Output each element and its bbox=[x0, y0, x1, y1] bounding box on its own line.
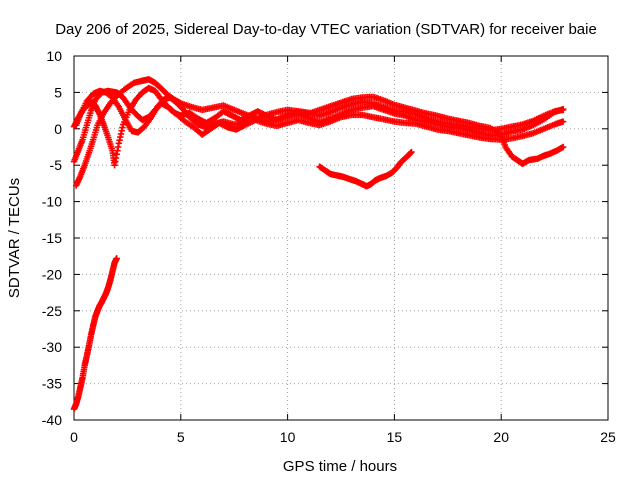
y-tick-label: -15 bbox=[42, 230, 62, 246]
y-tick-label: -10 bbox=[42, 194, 62, 210]
series-arc-late-low bbox=[316, 148, 415, 190]
x-tick-label: 10 bbox=[280, 429, 296, 445]
y-tick-label: 5 bbox=[54, 84, 62, 100]
y-tick-label: -20 bbox=[42, 266, 62, 282]
y-tick-label: -5 bbox=[50, 157, 63, 173]
y-tick-label: -30 bbox=[42, 339, 62, 355]
data-point bbox=[559, 118, 567, 125]
x-tick-label: 25 bbox=[600, 429, 616, 445]
y-tick-label: 10 bbox=[46, 48, 62, 64]
y-tick-label: -25 bbox=[42, 303, 62, 319]
y-tick-label: -35 bbox=[42, 376, 62, 392]
y-tick-label: -40 bbox=[42, 412, 62, 428]
series-arc-steep-negative bbox=[70, 255, 120, 413]
axes bbox=[73, 55, 609, 421]
x-tick-label: 5 bbox=[177, 429, 185, 445]
data-point bbox=[408, 148, 415, 156]
chart-title: Day 206 of 2025, Sidereal Day-to-day VTE… bbox=[55, 21, 597, 38]
series-arc-d bbox=[72, 87, 567, 167]
series-arc-c bbox=[70, 84, 567, 169]
tick-labels: 0 5 10 15 20 25 -40 -35 -30 -25 -20 -15 -10 -5 0 5 10 bbox=[42, 48, 616, 445]
data-marks bbox=[70, 76, 567, 413]
x-tick-label: 15 bbox=[387, 429, 403, 445]
x-tick-label: 0 bbox=[70, 429, 78, 445]
data-point bbox=[559, 143, 567, 151]
data-point bbox=[559, 106, 567, 114]
data-point bbox=[113, 255, 120, 262]
series-arc-b bbox=[72, 76, 567, 189]
y-axis-label: SDTVAR / TECUs bbox=[6, 178, 23, 298]
x-tick-label: 20 bbox=[493, 429, 509, 445]
x-axis-label: GPS time / hours bbox=[283, 458, 397, 475]
y-tick-label: 0 bbox=[54, 121, 62, 137]
